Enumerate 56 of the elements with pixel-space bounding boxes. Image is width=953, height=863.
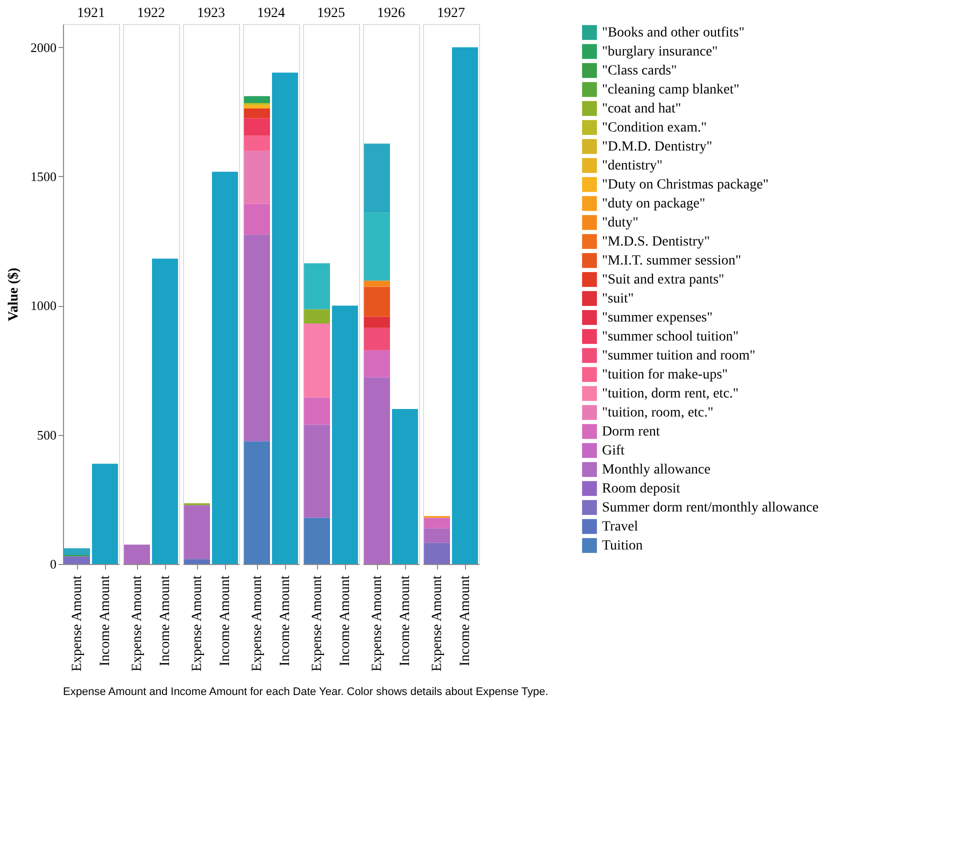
legend-label: "suit" [602, 292, 634, 306]
x-tick-label: Income Amount [338, 575, 353, 666]
legend-label: "summer expenses" [602, 310, 713, 326]
legend-label: "Condition exam." [602, 120, 707, 136]
legend-label: Room deposit [602, 482, 680, 496]
x-tick-label: Expense Amount [130, 575, 145, 672]
legend-label: "tuition for make-ups" [602, 368, 728, 382]
y-tick-label: 1500 [30, 168, 56, 184]
chart-title: 1924 [257, 6, 285, 21]
legend-label: Monthly allowance [602, 462, 710, 478]
legend-label: "summer tuition and room" [602, 348, 756, 364]
legend-label: Tuition [602, 538, 643, 554]
legend-label: "tuition, dorm rent, etc." [602, 386, 739, 402]
x-tick-label: Expense Amount [70, 575, 85, 672]
chart-title: 1927 [437, 6, 465, 21]
x-tick-label: Income Amount [98, 575, 113, 666]
x-tick-label: Income Amount [218, 575, 233, 666]
legend-label: Summer dorm rent/monthly allowance [602, 500, 819, 516]
legend-label: "Suit and extra pants" [602, 272, 724, 288]
legend-label: "summer school tuition" [602, 330, 739, 344]
legend-label: "dentistry" [602, 158, 662, 174]
legend-label: Gift [602, 444, 625, 458]
y-tick-label: 2000 [30, 40, 56, 55]
y-tick-label: 0 [50, 556, 56, 572]
legend-label: "duty on package" [602, 196, 706, 212]
legend-label: "M.I.T. summer session" [602, 254, 742, 268]
x-tick-label: Income Amount [278, 575, 293, 666]
legend-label: "duty" [602, 216, 638, 230]
legend-label: "tuition, room, etc." [602, 406, 714, 420]
chart-title: 1926 [377, 6, 405, 21]
x-tick-label: Expense Amount [430, 575, 445, 672]
x-tick-label: Expense Amount [370, 575, 385, 672]
y-axis-title: Value ($) [6, 267, 22, 322]
chart-title: 1923 [197, 6, 225, 21]
x-tick-label: Expense Amount [190, 575, 205, 672]
x-tick-label: Income Amount [158, 575, 173, 666]
y-tick-label: 1000 [30, 298, 56, 314]
chart-title: 1925 [317, 6, 345, 21]
legend-label: "D.M.D. Dentistry" [602, 140, 712, 154]
text: Expense Amount and Income Amount for each Date Year. Color shows details about Expense Type. [63, 686, 548, 698]
legend-label: "Duty on Christmas package" [602, 178, 769, 192]
y-tick-label: 500 [37, 427, 56, 442]
chart-title: 1921 [77, 6, 105, 21]
x-tick-label: Income Amount [458, 575, 473, 666]
legend-label: "cleaning camp blanket" [602, 82, 740, 98]
legend-label: "Books and other outfits" [602, 26, 744, 40]
legend-label: Travel [602, 520, 638, 534]
legend-label: Dorm rent [602, 424, 660, 440]
chart-title: 1922 [137, 6, 165, 21]
x-tick-label: Income Amount [398, 575, 413, 666]
x-tick-label: Expense Amount [250, 575, 265, 672]
legend-label: "M.D.S. Dentistry" [602, 234, 710, 250]
x-tick-label: Expense Amount [310, 575, 325, 672]
legend-label: "burglary insurance" [602, 44, 718, 60]
legend-label: "coat and hat" [602, 102, 682, 116]
legend-label: "Class cards" [602, 64, 677, 78]
